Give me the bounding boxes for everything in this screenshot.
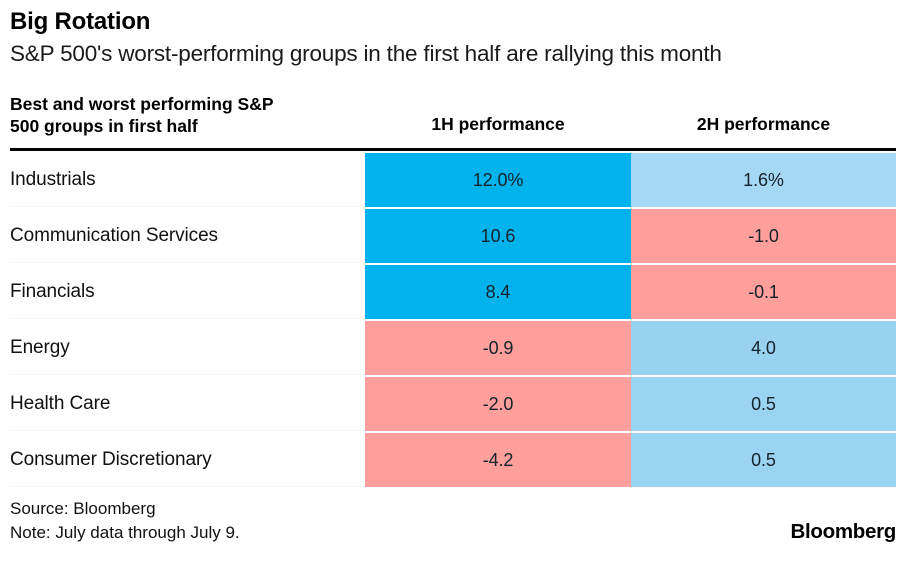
cell-2h: -0.1: [631, 265, 896, 320]
table-header-row: Best and worst performing S&P 500 groups…: [10, 93, 896, 139]
column-header-groups-line1: Best and worst performing S&P: [10, 93, 274, 114]
row-label: Energy: [10, 321, 365, 376]
row-label: Communication Services: [10, 209, 365, 264]
cell-2h: 1.6%: [631, 153, 896, 208]
header-rule: [10, 148, 896, 152]
cell-2h: 0.5: [631, 377, 896, 432]
column-header-groups: Best and worst performing S&P 500 groups…: [10, 93, 365, 139]
table-row: Industrials 12.0% 1.6%: [10, 153, 896, 208]
table-row: Communication Services 10.6 -1.0: [10, 209, 896, 264]
cell-1h: -2.0: [365, 377, 631, 432]
table-body: Industrials 12.0% 1.6% Communication Ser…: [10, 153, 896, 488]
column-header-2h: 2H performance: [696, 114, 831, 135]
cell-2h: -1.0: [631, 209, 896, 264]
note-text: Note: July data through July 9.: [10, 522, 240, 542]
chart-title: Big Rotation: [10, 8, 151, 35]
cell-1h: -0.9: [365, 321, 631, 376]
row-label: Industrials: [10, 153, 365, 208]
row-label: Consumer Discretionary: [10, 433, 365, 488]
cell-1h: 12.0%: [365, 153, 631, 208]
chart-footer: Source: Bloomberg Note: July data throug…: [10, 497, 896, 544]
table-row: Consumer Discretionary -4.2 0.5: [10, 433, 896, 488]
cell-1h: -4.2: [365, 433, 631, 488]
chart-subtitle: S&P 500's worst-performing groups in the…: [10, 40, 722, 66]
table-row: Energy -0.9 4.0: [10, 321, 896, 376]
row-label: Financials: [10, 265, 365, 320]
cell-1h: 10.6: [365, 209, 631, 264]
cell-1h: 8.4: [365, 265, 631, 320]
table-row: Health Care -2.0 0.5: [10, 377, 896, 432]
cell-2h: 4.0: [631, 321, 896, 376]
bloomberg-logo: Bloomberg: [790, 520, 897, 543]
source-note-block: Source: Bloomberg Note: July data throug…: [10, 497, 240, 544]
table-row: Financials 8.4 -0.1: [10, 265, 896, 320]
row-label: Health Care: [10, 377, 365, 432]
column-header-groups-line2: 500 groups in first half: [10, 116, 198, 137]
source-text: Source: Bloomberg: [10, 499, 156, 519]
column-header-1h: 1H performance: [431, 114, 565, 135]
cell-2h: 0.5: [631, 433, 896, 488]
